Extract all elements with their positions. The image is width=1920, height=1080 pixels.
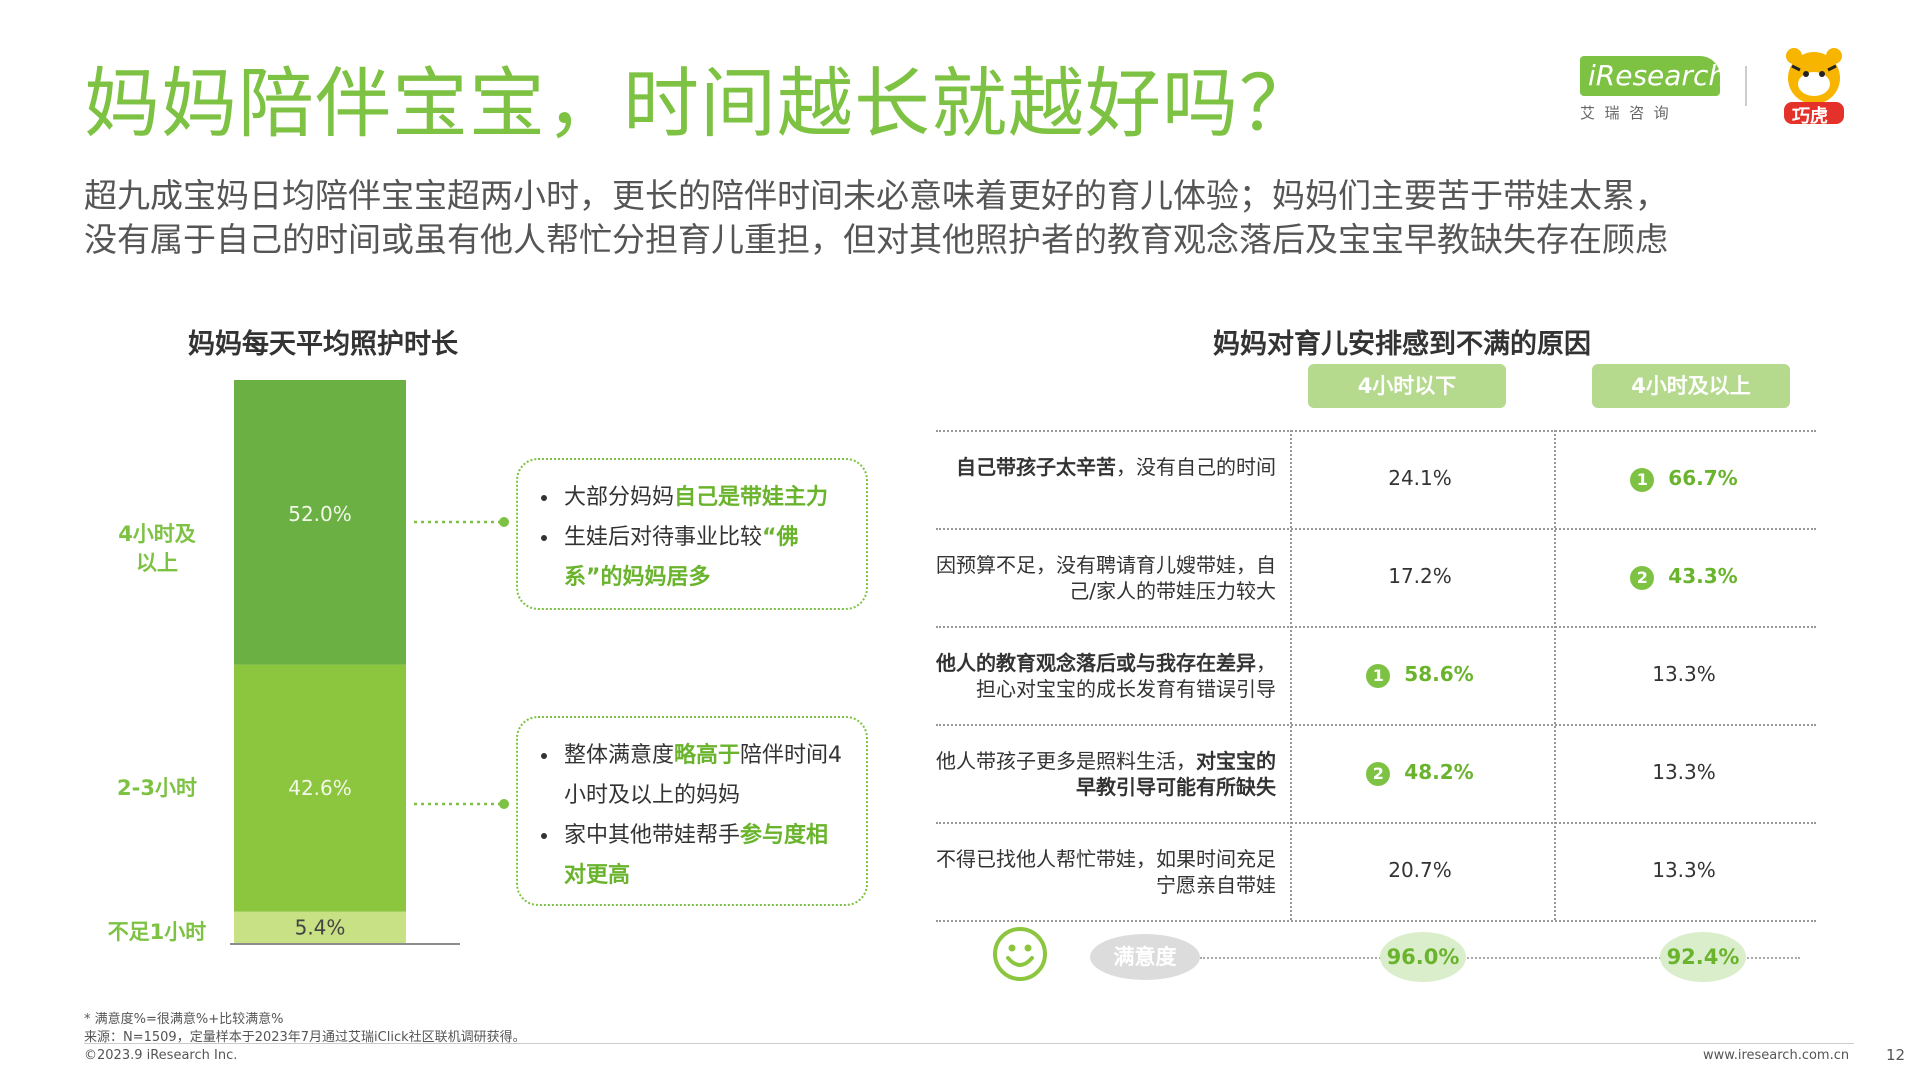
cell-value-text: 43.3% xyxy=(1668,564,1738,588)
satisfaction-dotted-line xyxy=(1200,957,1800,959)
insight-text: 家中其他带娃帮手 xyxy=(564,823,741,848)
table-row-divider xyxy=(936,626,1816,628)
table-row-divider xyxy=(936,822,1816,824)
highlight-text: 略高于 xyxy=(674,743,741,768)
insight-item: 家中其他带娃帮手参与度相对更高 xyxy=(560,816,846,896)
insight-bubble-bottom: 整体满意度略高于陪伴时间4小时及以上的妈妈家中其他带娃帮手参与度相对更高 xyxy=(516,716,868,906)
reason-text: ，没有自己的时间 xyxy=(1116,455,1276,479)
insight-item: 整体满意度略高于陪伴时间4小时及以上的妈妈 xyxy=(560,736,846,816)
insight-text: 整体满意度 xyxy=(564,743,675,768)
highlight-text: 参与度相对更高 xyxy=(564,823,829,888)
table-title: 妈妈对育儿安排感到不满的原因 xyxy=(1213,329,1591,360)
label-2-3h: 2-3小时 xyxy=(117,776,197,800)
table-cell-value: 20.7% xyxy=(1330,858,1510,882)
bar-segment-3 xyxy=(234,380,406,665)
subtitle-line-1: 超九成宝妈日均陪伴宝宝超两小时，更长的陪伴时间未必意味着更好的育儿体验；妈妈们主… xyxy=(84,176,1668,215)
subtitle-line-2: 没有属于自己的时间或虽有他人帮忙分担育儿重担，但对其他照护者的教育观念落后及宝宝… xyxy=(84,220,1668,259)
chart-title: 妈妈每天平均照护时长 xyxy=(188,329,458,360)
cell-value-text: 13.3% xyxy=(1652,760,1716,784)
cell-value-text: 20.7% xyxy=(1388,858,1452,882)
insight-text: 大部分妈妈 xyxy=(564,485,675,510)
table-cell-value: 1 58.6% xyxy=(1330,662,1510,688)
page-title: 妈妈陪伴宝宝，时间越长就越好吗？ xyxy=(84,59,1316,148)
satisfaction-value: 92.4% xyxy=(1660,932,1746,982)
bar-value-label-2: 42.6% xyxy=(288,776,352,800)
insight-text: 生娃后对待事业比较 xyxy=(564,525,763,550)
table-cell-value: 13.3% xyxy=(1594,760,1774,784)
qiaohu-logo-text: 巧虎 xyxy=(1792,106,1828,127)
page-number: 12 xyxy=(1886,1046,1906,1064)
table-cell-value: 2 48.2% xyxy=(1330,760,1510,786)
connector-bottom xyxy=(414,799,509,809)
insight-text: 陪伴时间4小时及以上的妈妈 xyxy=(564,743,843,808)
rank-badge: 2 xyxy=(1366,761,1391,786)
cell-value-text: 48.2% xyxy=(1404,760,1474,784)
insight-bubble-top: 大部分妈妈自己是带娃主力生娃后对待事业比较“佛系”的妈妈居多 xyxy=(516,458,868,610)
bar-value-label-1: 5.4% xyxy=(295,915,346,939)
iresearch-logo: iResearch 艾 瑞 咨 询 xyxy=(1580,56,1726,126)
connector-top xyxy=(414,517,509,527)
footer-divider xyxy=(84,1043,1854,1044)
label-4h-plus: 4小时及 以上 xyxy=(97,520,217,579)
table-row-reason: 因预算不足，没有聘请育儿嫂带娃，自己/家人的带娃压力较大 xyxy=(936,552,1276,604)
qiaohu-tiger-logo: 巧虎 xyxy=(1772,44,1856,128)
table-row-reason: 他人带孩子更多是照料生活，对宝宝的早教引导可能有所缺失 xyxy=(936,748,1276,800)
table-row-divider xyxy=(936,430,1816,432)
smiley-icon xyxy=(992,926,1048,982)
reason-text: 他人带孩子更多是照料生活， xyxy=(936,749,1196,773)
tiger-icon xyxy=(1784,48,1844,124)
cell-value-text: 17.2% xyxy=(1388,564,1452,588)
reason-text: 不得已找他人帮忙带娃，如果时间充足宁愿亲自带娃 xyxy=(936,847,1276,897)
cell-value-text: 66.7% xyxy=(1668,466,1738,490)
copyright: ©2023.9 iResearch Inc. xyxy=(84,1048,238,1063)
highlight-text: “佛系”的妈妈居多 xyxy=(564,525,799,590)
insight-item: 生娃后对待事业比较“佛系”的妈妈居多 xyxy=(560,518,846,598)
rank-badge: 2 xyxy=(1630,565,1655,590)
source-note: 来源：N=1509，定量样本于2023年7月通过艾瑞iClick社区联机调研获得… xyxy=(84,1030,526,1045)
reason-text: 因预算不足，没有聘请育儿嫂带娃，自己/家人的带娃压力较大 xyxy=(936,553,1276,603)
label-under-1h: 不足1小时 xyxy=(107,920,207,944)
table-cell-value: 1 66.7% xyxy=(1594,466,1774,492)
column-header-under-4h: 4小时以下 xyxy=(1308,364,1506,408)
table-row-reason: 不得已找他人帮忙带娃，如果时间充足宁愿亲自带娃 xyxy=(936,846,1276,898)
table-row-divider xyxy=(936,920,1816,922)
table-cell-value: 13.3% xyxy=(1594,662,1774,686)
iresearch-logo-cn: 艾 瑞 咨 询 xyxy=(1580,104,1669,122)
highlight-text: 自己是带娃主力 xyxy=(674,485,829,510)
insight-item: 大部分妈妈自己是带娃主力 xyxy=(560,478,846,518)
table-row-divider xyxy=(936,724,1816,726)
label-4h-plus-line1: 4小时及 xyxy=(118,522,196,546)
cell-value-text: 58.6% xyxy=(1404,662,1474,686)
bar-value-label-3: 52.0% xyxy=(288,502,352,526)
bar-segment-1 xyxy=(234,911,406,943)
table-column-divider xyxy=(1290,430,1292,920)
website-link[interactable]: www.iresearch.com.cn xyxy=(1703,1048,1850,1063)
satisfaction-value: 96.0% xyxy=(1380,932,1466,982)
column-header-4h-plus: 4小时及以上 xyxy=(1592,364,1790,408)
table-cell-value: 2 43.3% xyxy=(1594,564,1774,590)
logo-divider xyxy=(1745,66,1747,106)
reason-text: ，担心对宝宝的成长发育有错误引导 xyxy=(976,651,1276,701)
satisfaction-label: 满意度 xyxy=(1090,934,1200,980)
table-cell-value: 17.2% xyxy=(1330,564,1510,588)
table-cell-value: 13.3% xyxy=(1594,858,1774,882)
table-cell-value: 24.1% xyxy=(1330,466,1510,490)
footnote: * 满意度%=很满意%+比较满意% xyxy=(84,1012,284,1027)
reason-text: 他人的教育观念落后或与我存在差异 xyxy=(936,651,1256,675)
iresearch-logo-text: iResearch xyxy=(1580,56,1726,96)
table-column-divider xyxy=(1554,430,1556,920)
table-row-reason: 自己带孩子太辛苦，没有自己的时间 xyxy=(936,454,1276,480)
cell-value-text: 13.3% xyxy=(1652,858,1716,882)
table-row-reason: 他人的教育观念落后或与我存在差异，担心对宝宝的成长发育有错误引导 xyxy=(936,650,1276,702)
stacked-bar-chart: 5.4%42.6%52.0%日均照护时长 xyxy=(230,380,460,945)
rank-badge: 1 xyxy=(1630,467,1655,492)
cell-value-text: 13.3% xyxy=(1652,662,1716,686)
table-row-divider xyxy=(936,528,1816,530)
cell-value-text: 24.1% xyxy=(1388,466,1452,490)
rank-badge: 1 xyxy=(1366,663,1391,688)
reason-text: 自己带孩子太辛苦 xyxy=(956,455,1116,479)
label-4h-plus-line2: 以上 xyxy=(136,551,178,576)
bar-segment-2 xyxy=(234,664,406,912)
reason-text: 对宝宝的早教引导可能有所缺失 xyxy=(1076,749,1276,799)
